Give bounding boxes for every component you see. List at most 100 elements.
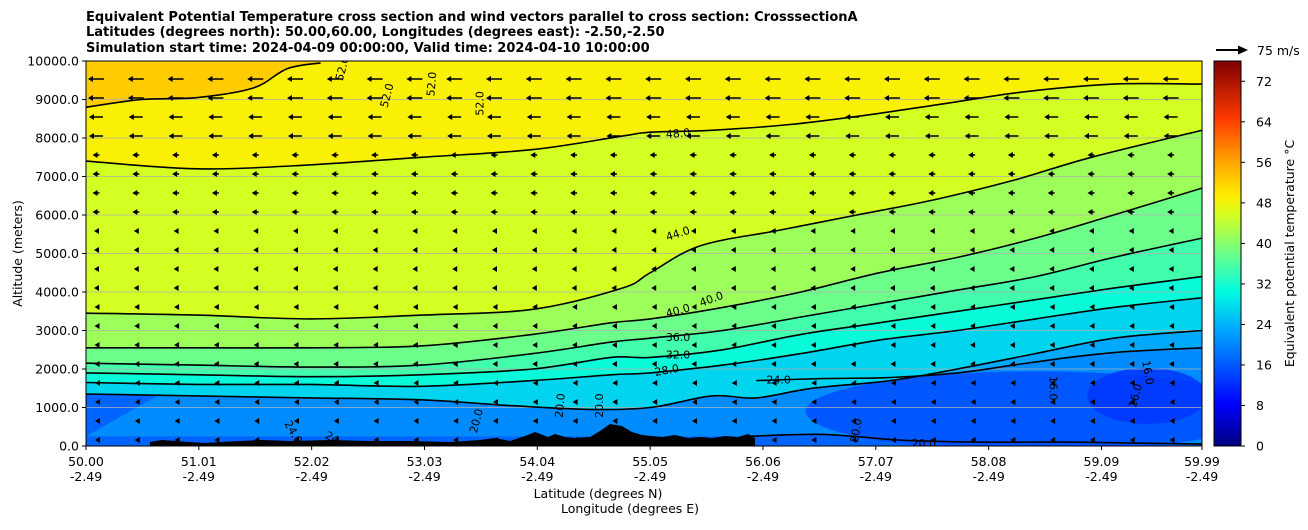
wind-arrow <box>968 171 976 177</box>
wind-arrow-head <box>729 209 735 215</box>
wind-arrow <box>611 228 617 234</box>
wind-arrow-head <box>689 190 695 196</box>
wind-arrow <box>930 380 936 386</box>
wind-arrow <box>1089 323 1095 329</box>
wind-arrow-head <box>605 76 611 82</box>
wind-arrow <box>167 76 184 82</box>
y-tick-label-3: 3000.0 <box>35 323 79 338</box>
wind-arrow-head <box>208 114 214 120</box>
wind-arrow-head <box>88 95 93 101</box>
wind-arrow <box>1122 95 1139 101</box>
wind-arrow <box>94 228 99 234</box>
wind-arrow <box>1129 342 1135 348</box>
wind-arrow <box>95 380 100 386</box>
wind-arrow-head <box>611 304 617 310</box>
wind-arrow-head <box>214 380 220 386</box>
wind-arrow <box>612 399 618 405</box>
wind-arrow <box>174 399 180 405</box>
wind-arrow-head <box>645 95 651 101</box>
wind-arrow-head <box>691 361 697 367</box>
wind-arrow <box>492 266 497 272</box>
wind-arrow <box>928 209 936 215</box>
wind-arrow <box>685 95 701 101</box>
wind-arrow <box>412 342 418 348</box>
wind-arrow <box>293 285 298 291</box>
wind-arrow-head <box>1089 304 1095 310</box>
wind-arrow-head <box>1129 342 1135 348</box>
wind-arrow-head <box>373 304 379 310</box>
wind-arrow <box>248 133 263 139</box>
wind-arrow-head <box>1168 285 1174 291</box>
chart-title-line-3: Simulation start time: 2024-04-09 00:00:… <box>86 41 650 56</box>
wind-arrow <box>127 76 144 82</box>
wind-arrow <box>492 304 498 310</box>
wind-arrow <box>851 437 857 443</box>
wind-arrow <box>173 228 179 234</box>
wind-arrow-head <box>133 285 139 291</box>
wind-arrow <box>412 285 418 291</box>
wind-arrow-head <box>964 114 970 120</box>
wind-arrow-head <box>649 209 655 215</box>
wind-arrow <box>731 437 737 443</box>
wind-arrow-head <box>570 190 576 196</box>
wind-arrow-head <box>811 380 817 386</box>
wind-arrow-head <box>609 171 615 177</box>
wind-arrow-head <box>410 190 416 196</box>
wind-arrow-head <box>731 342 737 348</box>
wind-arrow-head <box>1009 323 1015 329</box>
wind-arrow-head <box>333 323 339 329</box>
wind-arrow-head <box>1009 361 1015 367</box>
wind-arrow-head <box>452 266 458 272</box>
wind-arrow-head <box>1084 133 1089 139</box>
wind-arrow <box>649 152 657 158</box>
wind-arrow-head <box>92 190 98 196</box>
contour-24-0-1 <box>756 347 1202 382</box>
wind-arrow <box>288 133 302 139</box>
wind-arrow <box>293 228 298 234</box>
wind-arrow <box>851 399 857 405</box>
wind-arrow-head <box>571 247 577 253</box>
wind-arrow-head <box>248 133 254 139</box>
wind-arrow-head <box>929 228 935 234</box>
wind-arrow <box>845 133 860 139</box>
wind-arrow <box>450 152 458 158</box>
wind-arrow-head <box>609 190 615 196</box>
wind-arrow <box>570 209 578 215</box>
wind-arrow <box>174 437 180 443</box>
wind-arrow-head <box>172 209 178 215</box>
wind-arrow <box>371 171 379 177</box>
wind-arrow-head <box>333 437 339 443</box>
wind-arrow-head <box>214 418 220 424</box>
wind-arrow-head <box>372 285 378 291</box>
wind-arrow <box>213 361 219 367</box>
wind-arrow <box>968 209 976 215</box>
wind-arrow <box>490 171 498 177</box>
wind-arrow <box>1129 380 1135 386</box>
wind-arrow-head <box>332 228 338 234</box>
wind-arrow-head <box>214 437 220 443</box>
wind-arrow <box>1007 209 1015 215</box>
wind-arrow-head <box>492 228 497 234</box>
horizontal-gridlines <box>86 99 1202 408</box>
wind-arrow <box>611 247 617 253</box>
wind-arrow-head <box>1087 190 1093 196</box>
wind-arrow <box>291 209 299 215</box>
wind-arrow-head <box>1123 114 1129 120</box>
wind-arrow <box>771 437 777 443</box>
wind-arrow-head <box>725 114 731 120</box>
wind-arrow-head <box>1090 399 1095 405</box>
wind-arrow-head <box>890 323 896 329</box>
wind-arrow <box>765 114 780 120</box>
wind-arrow-head <box>890 247 895 253</box>
wind-arrow-head <box>134 380 140 386</box>
wind-arrow <box>1129 437 1135 443</box>
wind-arrow <box>725 114 740 120</box>
wind-arrow-head <box>970 361 976 367</box>
wind-arrow-head <box>810 266 816 272</box>
wind-arrow <box>173 285 179 291</box>
contour-label-9: 32.0 <box>666 349 691 362</box>
wind-arrow <box>970 437 976 443</box>
wind-arrow-head <box>92 171 98 177</box>
wind-arrow <box>532 304 538 310</box>
wind-arrow-head <box>372 266 378 272</box>
